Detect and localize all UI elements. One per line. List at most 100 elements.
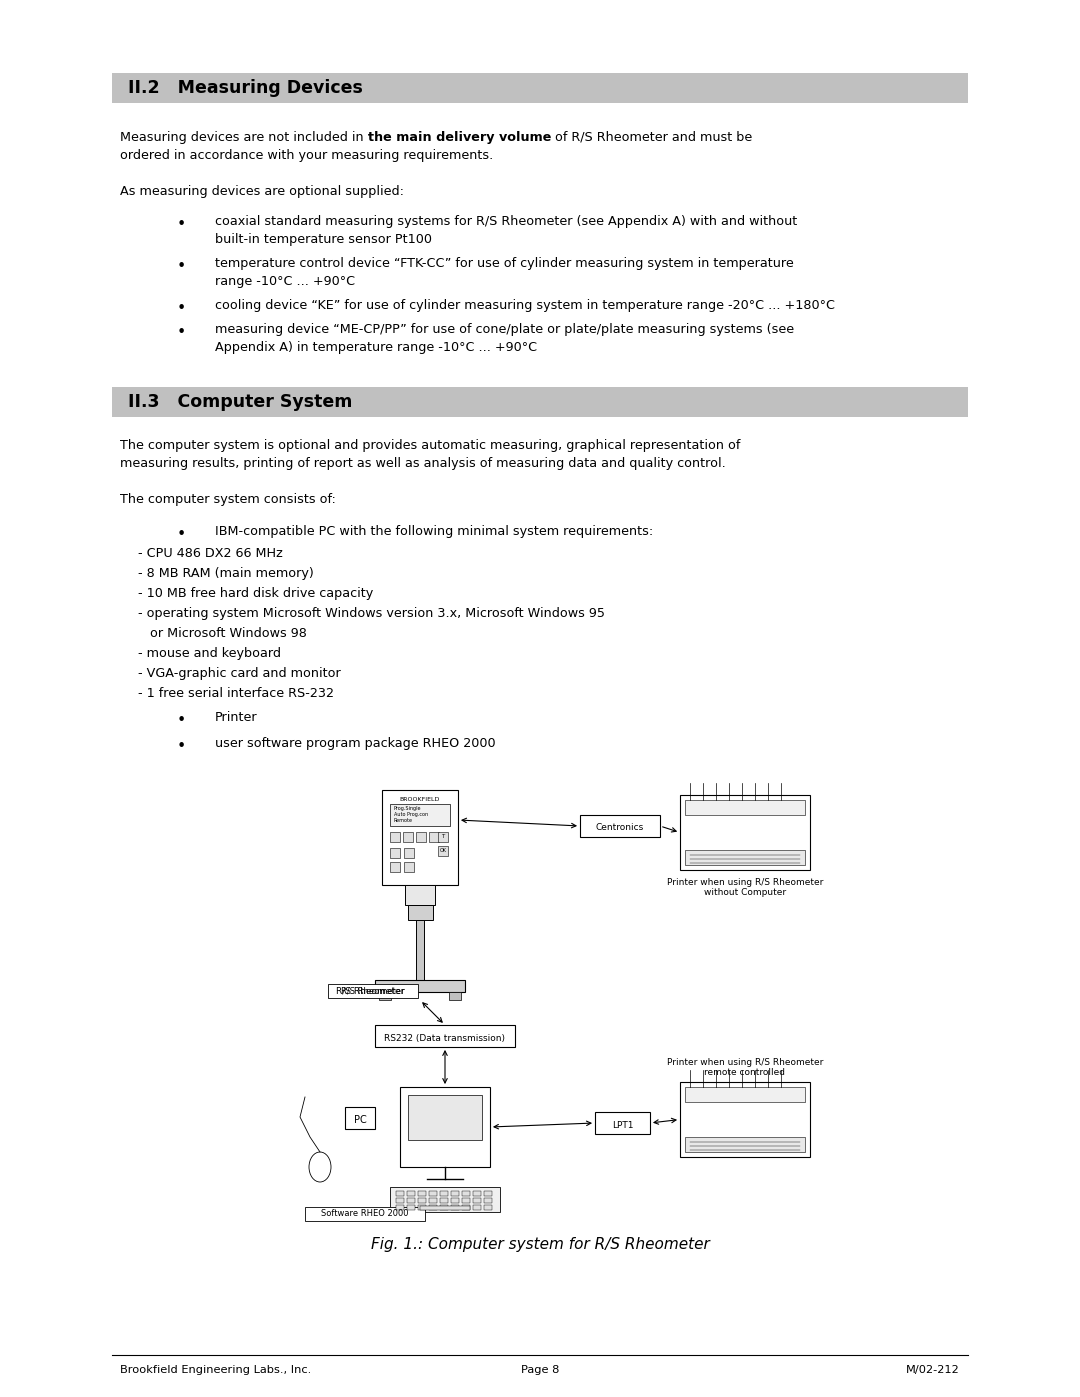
- Text: ordered in accordance with your measuring requirements.: ordered in accordance with your measurin…: [120, 149, 494, 162]
- Bar: [408, 1095, 482, 1140]
- Bar: [451, 1192, 459, 1196]
- Text: M/02-212: M/02-212: [906, 1365, 960, 1375]
- Text: - 8 MB RAM (main memory): - 8 MB RAM (main memory): [138, 567, 314, 580]
- Bar: [375, 981, 465, 992]
- Text: II.3   Computer System: II.3 Computer System: [129, 393, 352, 411]
- Text: IBM-compatible PC with the following minimal system requirements:: IBM-compatible PC with the following min…: [215, 525, 653, 538]
- Bar: [438, 847, 448, 856]
- Text: or Microsoft Windows 98: or Microsoft Windows 98: [138, 627, 307, 640]
- Text: The computer system is optional and provides automatic measuring, graphical repr: The computer system is optional and prov…: [120, 439, 741, 453]
- Bar: [345, 1106, 375, 1129]
- Bar: [440, 1206, 448, 1210]
- Bar: [407, 1206, 415, 1210]
- Bar: [449, 992, 461, 1000]
- Text: - 10 MB free hard disk drive capacity: - 10 MB free hard disk drive capacity: [138, 587, 374, 599]
- Bar: [429, 1199, 437, 1203]
- Bar: [462, 1192, 470, 1196]
- Bar: [462, 1199, 470, 1203]
- Bar: [580, 814, 660, 837]
- Text: coaxial standard measuring systems for R/S Rheometer (see Appendix A) with and w: coaxial standard measuring systems for R…: [215, 215, 797, 228]
- Text: RS232 (Data transmission): RS232 (Data transmission): [384, 1034, 505, 1042]
- Bar: [484, 1199, 492, 1203]
- Bar: [595, 1112, 650, 1134]
- Bar: [416, 833, 426, 842]
- Bar: [405, 886, 435, 905]
- Bar: [473, 1199, 481, 1203]
- Bar: [396, 1206, 404, 1210]
- Text: - mouse and keyboard: - mouse and keyboard: [138, 647, 281, 659]
- Text: Centronics: Centronics: [596, 823, 644, 833]
- Bar: [418, 1199, 426, 1203]
- Text: R/S Rheometer: R/S Rheometer: [341, 986, 405, 996]
- Bar: [408, 905, 433, 921]
- Text: •: •: [176, 712, 186, 728]
- Text: - 1 free serial interface RS-232: - 1 free serial interface RS-232: [138, 687, 334, 700]
- Text: •: •: [176, 300, 186, 316]
- Text: BROOKFIELD: BROOKFIELD: [400, 798, 441, 802]
- Bar: [473, 1192, 481, 1196]
- Text: Appendix A) in temperature range -10°C ... +90°C: Appendix A) in temperature range -10°C .…: [215, 341, 537, 353]
- Text: Printer when using R/S Rheometer
without Computer: Printer when using R/S Rheometer without…: [666, 877, 823, 897]
- Bar: [407, 1199, 415, 1203]
- Text: - operating system Microsoft Windows version 3.x, Microsoft Windows 95: - operating system Microsoft Windows ver…: [138, 608, 605, 620]
- Bar: [396, 1199, 404, 1203]
- Text: PC: PC: [353, 1115, 366, 1125]
- Bar: [438, 833, 448, 842]
- Text: OK: OK: [440, 848, 446, 854]
- Bar: [390, 833, 400, 842]
- Text: - VGA-graphic card and monitor: - VGA-graphic card and monitor: [138, 666, 341, 680]
- Text: Measuring devices are not included in: Measuring devices are not included in: [120, 131, 367, 144]
- Text: of R/S Rheometer and must be: of R/S Rheometer and must be: [551, 131, 753, 144]
- Ellipse shape: [309, 1153, 330, 1182]
- Text: •: •: [176, 739, 186, 754]
- Text: measuring device “ME-CP/PP” for use of cone/plate or plate/plate measuring syste: measuring device “ME-CP/PP” for use of c…: [215, 323, 794, 337]
- Text: Page 8: Page 8: [521, 1365, 559, 1375]
- Bar: [390, 1187, 500, 1213]
- Text: •: •: [176, 258, 186, 274]
- Bar: [112, 387, 968, 416]
- Bar: [418, 1192, 426, 1196]
- Bar: [375, 1025, 515, 1046]
- Text: T: T: [442, 834, 445, 840]
- Text: R/S Rheometer: R/S Rheometer: [336, 986, 404, 995]
- Text: Brookfield Engineering Labs., Inc.: Brookfield Engineering Labs., Inc.: [120, 1365, 311, 1375]
- Bar: [440, 1192, 448, 1196]
- Text: measuring results, printing of report as well as analysis of measuring data and : measuring results, printing of report as…: [120, 457, 726, 469]
- Bar: [305, 1207, 426, 1221]
- Text: range -10°C ... +90°C: range -10°C ... +90°C: [215, 275, 355, 288]
- Bar: [390, 805, 450, 826]
- Bar: [451, 1199, 459, 1203]
- Bar: [328, 983, 418, 997]
- Text: built-in temperature sensor Pt100: built-in temperature sensor Pt100: [215, 233, 432, 246]
- Bar: [396, 1192, 404, 1196]
- Text: - CPU 486 DX2 66 MHz: - CPU 486 DX2 66 MHz: [138, 548, 283, 560]
- Bar: [382, 789, 458, 886]
- Bar: [420, 1206, 470, 1210]
- Bar: [379, 992, 391, 1000]
- Bar: [685, 1137, 805, 1153]
- Bar: [473, 1206, 481, 1210]
- Bar: [429, 1206, 437, 1210]
- Bar: [429, 1192, 437, 1196]
- Text: LPT1: LPT1: [611, 1120, 633, 1130]
- Bar: [429, 833, 438, 842]
- Bar: [685, 800, 805, 814]
- Text: Printer when using R/S Rheometer
remote controlled: Printer when using R/S Rheometer remote …: [666, 1058, 823, 1077]
- Bar: [404, 848, 414, 858]
- Bar: [112, 73, 968, 103]
- Bar: [680, 795, 810, 870]
- Text: the main delivery volume: the main delivery volume: [367, 131, 551, 144]
- Text: temperature control device “FTK-CC” for use of cylinder measuring system in temp: temperature control device “FTK-CC” for …: [215, 257, 794, 270]
- Text: II.2   Measuring Devices: II.2 Measuring Devices: [129, 80, 363, 96]
- Bar: [685, 849, 805, 865]
- Bar: [685, 1087, 805, 1102]
- Bar: [484, 1206, 492, 1210]
- Bar: [403, 833, 413, 842]
- Bar: [462, 1206, 470, 1210]
- Text: Software RHEO 2000: Software RHEO 2000: [321, 1210, 408, 1218]
- Text: Printer: Printer: [215, 711, 258, 724]
- Bar: [680, 1083, 810, 1157]
- Text: •: •: [176, 326, 186, 339]
- Text: cooling device “KE” for use of cylinder measuring system in temperature range -2: cooling device “KE” for use of cylinder …: [215, 299, 835, 312]
- Text: •: •: [176, 527, 186, 542]
